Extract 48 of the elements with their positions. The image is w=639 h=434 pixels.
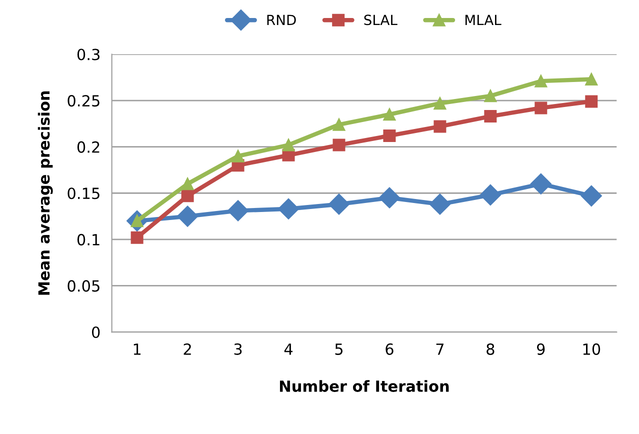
point bbox=[378, 187, 400, 208]
point bbox=[328, 194, 350, 215]
point bbox=[429, 194, 450, 215]
point bbox=[585, 73, 598, 86]
legend-label: MLAL bbox=[465, 14, 502, 25]
point bbox=[534, 102, 548, 114]
x-tick-label: 5 bbox=[335, 344, 343, 355]
y-axis-title: Mean average precision bbox=[38, 91, 53, 295]
point bbox=[530, 173, 552, 194]
point bbox=[484, 110, 497, 123]
point bbox=[278, 198, 300, 220]
y-tick-label: 0.2 bbox=[77, 141, 100, 153]
y-tick-label: 0.25 bbox=[68, 95, 100, 107]
x-tick-label: 10 bbox=[583, 343, 600, 355]
x-tick-label: 1 bbox=[134, 344, 141, 355]
x-tick-label: 6 bbox=[386, 343, 394, 355]
legend-label: SLAL bbox=[364, 14, 398, 26]
point bbox=[181, 190, 194, 202]
point bbox=[480, 184, 501, 206]
y-tick-label: 0.1 bbox=[77, 234, 100, 246]
legend-label: RND bbox=[267, 14, 296, 25]
x-tick-label: 9 bbox=[537, 343, 545, 355]
x-tick-label: 8 bbox=[486, 343, 494, 355]
point bbox=[434, 97, 446, 110]
point bbox=[534, 74, 548, 88]
point bbox=[484, 90, 497, 102]
point bbox=[228, 200, 249, 222]
x-tick-label: 2 bbox=[184, 343, 191, 355]
y-tick-label: 0 bbox=[92, 326, 100, 338]
point bbox=[282, 138, 295, 152]
point bbox=[332, 138, 346, 152]
point bbox=[580, 185, 602, 206]
point bbox=[383, 129, 396, 142]
point bbox=[232, 150, 244, 162]
y-tick-label: 0.15 bbox=[68, 188, 100, 200]
x-tick-label: 4 bbox=[284, 344, 293, 355]
y-tick-label: 0.05 bbox=[68, 280, 100, 292]
y-tick-label: 0.3 bbox=[77, 48, 100, 60]
x-axis-title: Number of Iteration bbox=[280, 380, 449, 392]
x-tick-label: 7 bbox=[436, 344, 444, 355]
point bbox=[383, 108, 396, 121]
point bbox=[585, 95, 598, 108]
point bbox=[177, 206, 198, 227]
point bbox=[332, 118, 346, 131]
point bbox=[181, 178, 194, 190]
point bbox=[130, 231, 144, 244]
x-tick-label: 3 bbox=[234, 343, 242, 355]
point bbox=[434, 120, 446, 133]
